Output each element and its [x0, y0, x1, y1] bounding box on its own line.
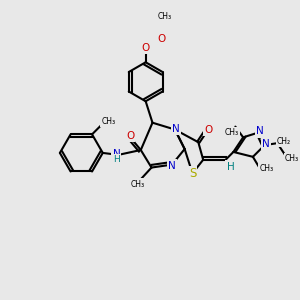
Text: CH₃: CH₃	[102, 117, 116, 126]
Text: O: O	[142, 43, 150, 52]
Text: O: O	[126, 131, 134, 141]
Text: CH₃: CH₃	[260, 164, 274, 173]
Text: CH₃: CH₃	[158, 12, 172, 21]
Text: N: N	[168, 160, 176, 171]
Text: N: N	[262, 139, 269, 149]
Text: CH₃: CH₃	[285, 154, 299, 163]
Text: N: N	[256, 127, 264, 136]
Text: H: H	[113, 155, 120, 164]
Text: N: N	[172, 124, 180, 134]
Text: S: S	[189, 167, 196, 180]
Text: CH₂: CH₂	[277, 137, 291, 146]
Text: N: N	[112, 149, 120, 159]
Text: CH₃: CH₃	[131, 180, 145, 189]
Text: CH₃: CH₃	[224, 128, 239, 137]
Text: O: O	[157, 34, 165, 44]
Text: O: O	[204, 124, 212, 134]
Text: H: H	[226, 162, 234, 172]
